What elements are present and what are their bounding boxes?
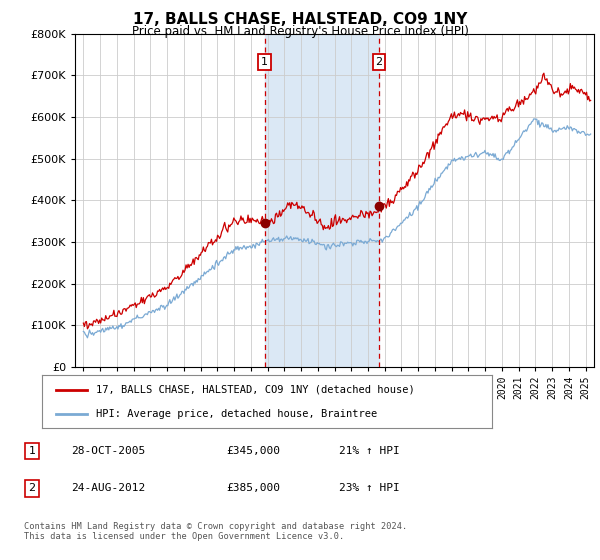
Text: 28-OCT-2005: 28-OCT-2005 <box>71 446 146 456</box>
Text: 1: 1 <box>29 446 35 456</box>
Text: Contains HM Land Registry data © Crown copyright and database right 2024.
This d: Contains HM Land Registry data © Crown c… <box>24 522 407 542</box>
Text: 1: 1 <box>261 57 268 67</box>
Text: £385,000: £385,000 <box>227 483 281 493</box>
Text: £345,000: £345,000 <box>227 446 281 456</box>
Text: 2: 2 <box>29 483 35 493</box>
Text: 17, BALLS CHASE, HALSTEAD, CO9 1NY: 17, BALLS CHASE, HALSTEAD, CO9 1NY <box>133 12 467 27</box>
Text: 21% ↑ HPI: 21% ↑ HPI <box>340 446 400 456</box>
Text: Price paid vs. HM Land Registry's House Price Index (HPI): Price paid vs. HM Land Registry's House … <box>131 25 469 38</box>
Bar <box>265 34 379 367</box>
Text: 24-AUG-2012: 24-AUG-2012 <box>71 483 146 493</box>
Text: HPI: Average price, detached house, Braintree: HPI: Average price, detached house, Brai… <box>96 409 377 419</box>
Text: 2: 2 <box>376 57 382 67</box>
Text: 17, BALLS CHASE, HALSTEAD, CO9 1NY (detached house): 17, BALLS CHASE, HALSTEAD, CO9 1NY (deta… <box>96 385 415 395</box>
Text: 23% ↑ HPI: 23% ↑ HPI <box>340 483 400 493</box>
